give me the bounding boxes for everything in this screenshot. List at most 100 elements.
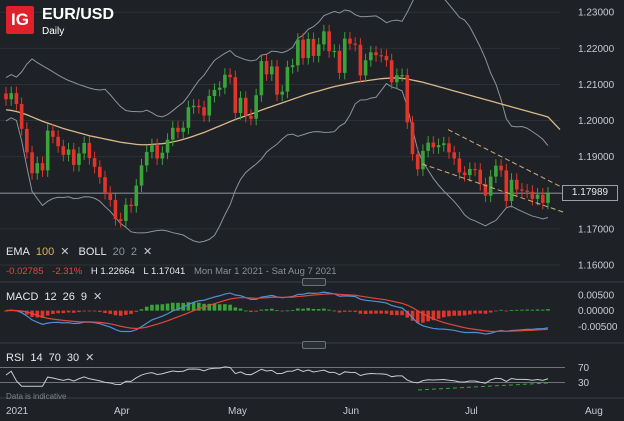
high-value: H 1.22664 xyxy=(90,266,135,277)
candle-body xyxy=(150,145,154,152)
macd-histogram-bar xyxy=(212,303,217,311)
candle-body xyxy=(525,190,529,192)
candle-body xyxy=(61,146,66,155)
candle-body xyxy=(181,127,185,132)
macd-histogram-bar xyxy=(494,310,498,312)
macd-histogram-bar xyxy=(249,310,253,313)
timeframe-label: Daily xyxy=(42,26,65,37)
collapse-handle-icon[interactable] xyxy=(302,278,326,286)
candle-body xyxy=(447,143,451,153)
candle-body xyxy=(389,60,394,83)
macd-histogram-bar xyxy=(535,309,540,311)
macd-histogram-bar xyxy=(186,302,191,311)
macd-histogram-bar xyxy=(259,309,264,311)
macd-histogram-bar xyxy=(170,302,175,311)
main-indicator-bar: EMA 100 ✕ BOLL 20 2 ✕ xyxy=(6,245,158,258)
macd-tick-label: -0.00500 xyxy=(578,322,618,333)
macd-histogram-bar xyxy=(332,310,337,312)
rsi-period[interactable]: 14 xyxy=(30,352,43,364)
collapse-handle-icon[interactable] xyxy=(302,341,326,349)
macd-histogram-bar xyxy=(207,303,212,311)
rsi-label[interactable]: RSI xyxy=(6,352,25,364)
macd-histogram-bar xyxy=(322,308,326,311)
macd-histogram-bar xyxy=(353,310,357,312)
macd-histogram-bar xyxy=(384,310,389,314)
close-icon[interactable]: ✕ xyxy=(85,352,95,364)
candle-body xyxy=(223,74,227,88)
macd-histogram-bar xyxy=(160,304,165,311)
rsi-lower[interactable]: 30 xyxy=(66,352,80,364)
candle-body xyxy=(191,105,196,108)
macd-histogram-bar xyxy=(35,310,40,318)
macd-histogram-bar xyxy=(452,310,456,316)
current-price-tag: 1.17989 xyxy=(562,185,618,201)
macd-signal[interactable]: 9 xyxy=(80,291,88,303)
ema-label[interactable]: EMA xyxy=(6,246,30,258)
candle-body xyxy=(499,165,503,171)
price-tick-label: 1.22000 xyxy=(578,44,615,55)
candle-body xyxy=(45,130,50,171)
candle-body xyxy=(431,142,436,148)
macd-histogram-bar xyxy=(223,304,227,311)
macd-histogram-bar xyxy=(118,310,123,316)
macd-histogram-bar xyxy=(327,309,331,311)
macd-histogram-bar xyxy=(108,310,113,314)
candle-body xyxy=(468,168,472,176)
candle-body xyxy=(207,96,212,116)
macd-histogram-bar xyxy=(238,308,243,311)
macd-histogram-bar xyxy=(144,306,149,311)
macd-fast[interactable]: 12 xyxy=(44,291,57,303)
candle-body xyxy=(405,75,410,123)
time-tick-label: Jun xyxy=(343,406,359,417)
close-icon[interactable]: ✕ xyxy=(60,246,70,258)
macd-label[interactable]: MACD xyxy=(6,291,39,303)
macd-indicator-bar: MACD 12 26 9 ✕ xyxy=(6,290,108,303)
candle-body xyxy=(98,166,102,178)
ema-path xyxy=(5,77,561,146)
macd-histogram-bar xyxy=(87,310,92,312)
candle-body xyxy=(520,189,524,191)
price-tick-label: 1.20000 xyxy=(578,116,615,127)
ema-period[interactable]: 100 xyxy=(35,246,55,258)
macd-histogram-bar xyxy=(197,302,201,311)
close-icon[interactable]: ✕ xyxy=(93,291,103,303)
macd-histogram-bar xyxy=(176,302,180,311)
candle-body xyxy=(264,60,269,75)
candle-body xyxy=(452,152,456,159)
candle-body xyxy=(14,93,19,104)
candle-body xyxy=(462,172,467,176)
macd-histogram-bar xyxy=(488,310,493,313)
candle-body xyxy=(259,60,264,96)
close-icon[interactable]: ✕ xyxy=(143,246,153,258)
candle-body xyxy=(348,38,352,44)
symbol-title: EUR/USD xyxy=(42,6,115,23)
candle-body xyxy=(421,150,425,170)
macd-histogram-bar xyxy=(45,310,50,316)
boll-dev[interactable]: 2 xyxy=(130,246,137,258)
boll-label[interactable]: BOLL xyxy=(78,246,107,258)
macd-histogram-bar xyxy=(280,310,285,312)
candle-body xyxy=(504,170,509,202)
price-tick-label: 1.23000 xyxy=(578,8,615,19)
price-tick-label: 1.17000 xyxy=(578,224,615,235)
macd-histogram-bar xyxy=(165,303,170,311)
macd-histogram-bar xyxy=(25,310,29,315)
change-value: -0.02785 xyxy=(6,266,44,277)
macd-histogram-bar xyxy=(243,310,248,312)
candle-body xyxy=(316,44,321,56)
candle-body xyxy=(514,179,519,190)
candle-body xyxy=(426,142,430,151)
boll-period[interactable]: 20 xyxy=(112,246,125,258)
macd-histogram-bar xyxy=(150,304,154,311)
ema-line xyxy=(5,77,561,146)
macd-slow[interactable]: 26 xyxy=(62,291,75,303)
candle-body xyxy=(509,179,514,202)
macd-histogram-bar xyxy=(71,310,76,313)
candle-body xyxy=(254,95,258,119)
candle-body xyxy=(290,65,295,68)
macd-histogram-bar xyxy=(139,309,144,311)
rsi-upper[interactable]: 70 xyxy=(48,352,61,364)
candle-body xyxy=(51,130,55,137)
candle-body xyxy=(400,75,404,77)
